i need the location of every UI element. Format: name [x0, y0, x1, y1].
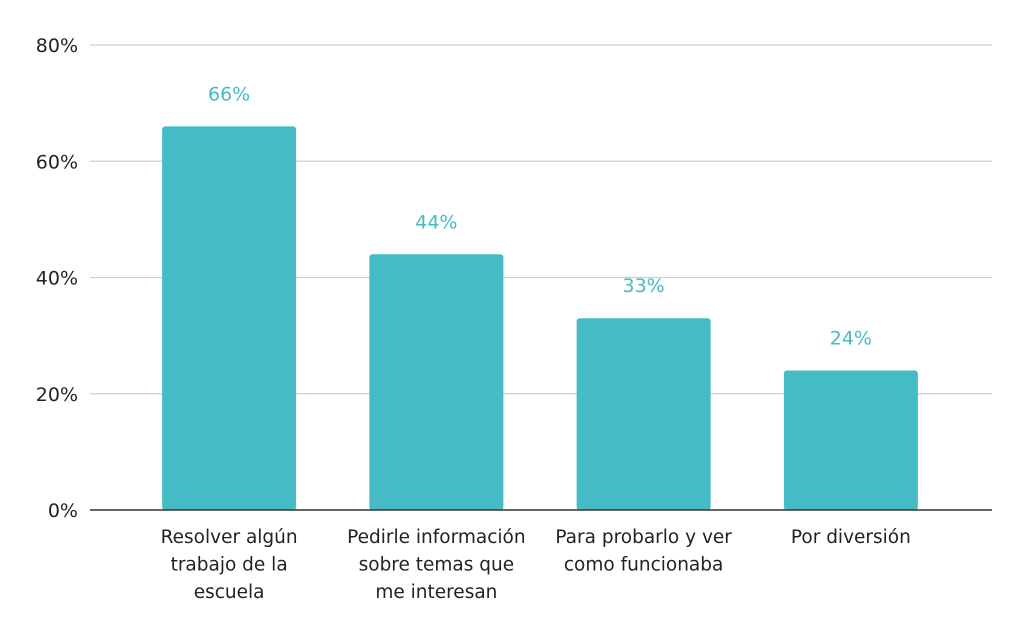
- data-label: 44%: [415, 211, 457, 233]
- data-label: 24%: [830, 328, 872, 350]
- bars: [162, 126, 918, 510]
- bar: [369, 254, 504, 510]
- y-tick-label: 40%: [36, 268, 78, 290]
- data-labels: 66% 44% 33% 24%: [208, 83, 872, 349]
- x-axis-ticks: Resolver algún trabajo de la escuela Pedirl…: [161, 527, 911, 603]
- data-label: 66%: [208, 83, 250, 105]
- x-tick-label: Resolver algún trabajo de la escuela: [161, 527, 298, 603]
- x-tick-label: Para probarlo y ver como funcionaba: [555, 527, 732, 576]
- y-tick-label: 0%: [48, 500, 78, 522]
- bar: [576, 318, 711, 510]
- x-tick-label: Por diversión: [791, 527, 911, 548]
- bar: [783, 370, 918, 510]
- y-tick-label: 60%: [36, 151, 78, 173]
- y-tick-label: 80%: [36, 35, 78, 57]
- x-tick-label: Pedirle información sobre temas que me int…: [347, 527, 525, 603]
- bar: [162, 126, 297, 510]
- y-axis-ticks: 0% 20% 40% 60% 80%: [36, 35, 78, 522]
- data-label: 33%: [623, 275, 665, 297]
- y-tick-label: 20%: [36, 384, 78, 406]
